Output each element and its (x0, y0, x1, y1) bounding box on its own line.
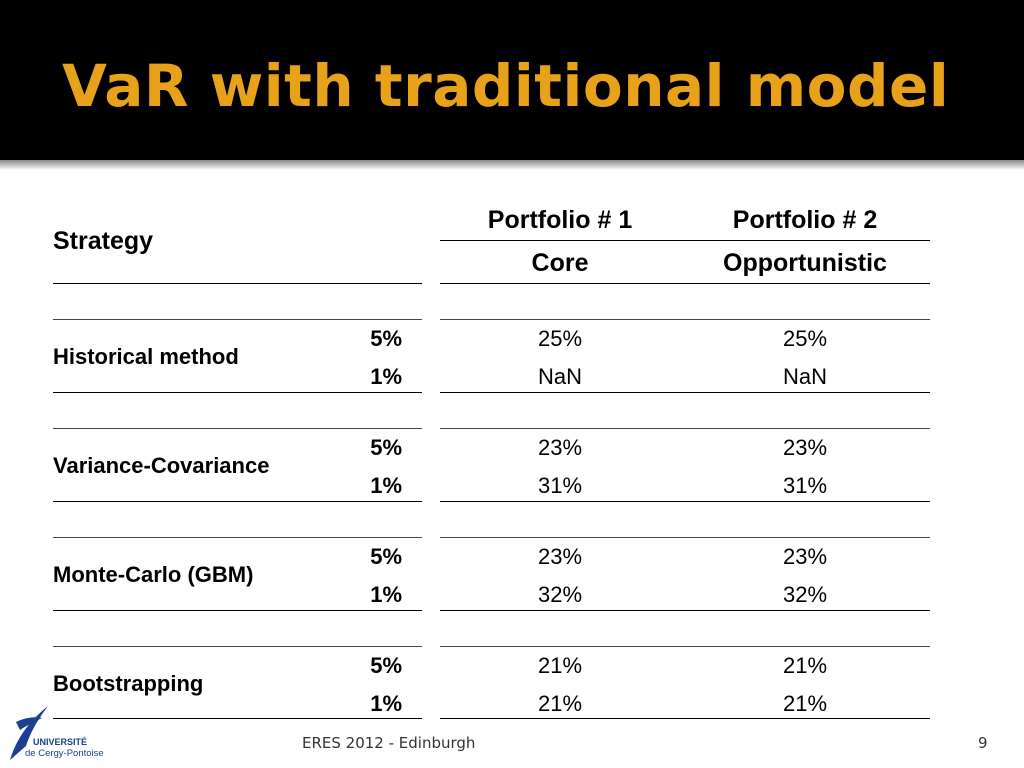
confidence-level: 1% (370, 364, 402, 389)
row-top-rule (53, 428, 422, 429)
title-bar (0, 0, 1024, 160)
row-bottom-rule (440, 392, 930, 393)
header-bottom-rule-right (440, 283, 930, 284)
table-cell: NaN (782, 364, 827, 389)
page-number: 9 (978, 734, 988, 752)
row-top-rule (440, 537, 930, 538)
table-cell: 23% (537, 435, 583, 460)
confidence-level: 5% (370, 653, 402, 678)
strategy-label: Historical method (53, 344, 239, 369)
table-cell: 21% (782, 691, 828, 716)
table-cell: 21% (537, 653, 583, 678)
confidence-level: 5% (370, 326, 402, 351)
row-bottom-rule (53, 718, 422, 719)
strategy-label: Bootstrapping (53, 671, 204, 696)
header-bottom-rule-left (53, 283, 422, 284)
slide-title: VaR with traditional model (62, 52, 950, 120)
confidence-level: 1% (370, 691, 402, 716)
row-top-rule (440, 646, 930, 647)
row-top-rule (53, 319, 422, 320)
row-top-rule (440, 428, 930, 429)
table-cell: 23% (782, 544, 828, 569)
row-top-rule (53, 646, 422, 647)
table-cell: 21% (537, 691, 583, 716)
table-cell: 25% (537, 326, 583, 351)
row-bottom-rule (440, 501, 930, 502)
strategy-header: Strategy (53, 227, 154, 255)
strategy-label: Variance-Covariance (53, 453, 270, 478)
row-bottom-rule (53, 501, 422, 502)
row-bottom-rule (440, 610, 930, 611)
table-cell: 21% (782, 653, 828, 678)
confidence-level: 1% (370, 473, 402, 498)
portfolio-2-header: Portfolio # 2 (732, 206, 878, 234)
title-bar-shadow (0, 160, 1024, 170)
header-divider (440, 240, 930, 241)
confidence-level: 5% (370, 435, 402, 460)
table-cell: NaN (537, 364, 582, 389)
portfolio-1-header: Portfolio # 1 (487, 206, 633, 234)
row-bottom-rule (53, 610, 422, 611)
row-top-rule (440, 319, 930, 320)
logo-wing-icon (16, 717, 42, 730)
table-cell: 31% (782, 473, 828, 498)
footer-event: ERES 2012 - Edinburgh (302, 734, 476, 752)
portfolio-2-type: Opportunistic (723, 249, 887, 277)
row-top-rule (53, 537, 422, 538)
table-cell: 23% (537, 544, 583, 569)
strategy-label: Monte-Carlo (GBM) (53, 562, 254, 587)
row-bottom-rule (53, 392, 422, 393)
table-cell: 25% (782, 326, 828, 351)
logo-line1: UNIVERSITÉ (33, 737, 87, 747)
confidence-level: 1% (370, 582, 402, 607)
logo-line2: de Cergy-Pontoise (25, 748, 104, 759)
table-cell: 31% (537, 473, 583, 498)
confidence-level: 5% (370, 544, 402, 569)
university-logo: UNIVERSITÉ de Cergy-Pontoise (10, 706, 104, 760)
row-bottom-rule (440, 718, 930, 719)
portfolio-1-type: Core (531, 249, 589, 277)
table-cell: 23% (782, 435, 828, 460)
table-cell: 32% (537, 582, 583, 607)
table-cell: 32% (782, 582, 828, 607)
